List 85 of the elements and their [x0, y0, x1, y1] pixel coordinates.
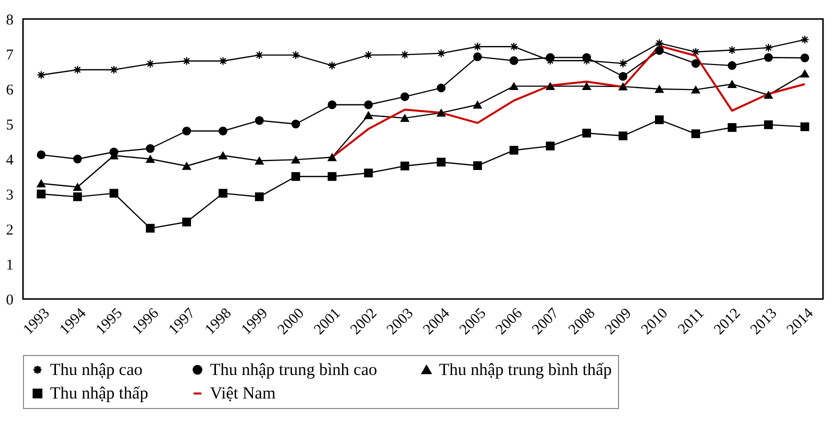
point [182, 162, 192, 170]
y-tick-label: 4 [6, 152, 14, 168]
point [436, 84, 446, 92]
point [218, 188, 228, 198]
point [328, 153, 336, 162]
point [254, 116, 264, 125]
point [728, 61, 736, 70]
point [364, 111, 373, 120]
y-tick-label: 6 [6, 82, 14, 98]
point [110, 148, 118, 156]
point [400, 114, 410, 122]
point [728, 80, 736, 88]
point [400, 162, 410, 170]
point [546, 142, 555, 150]
point [291, 50, 300, 60]
point [618, 132, 628, 140]
point [618, 82, 628, 90]
point [218, 152, 228, 160]
point [800, 70, 810, 78]
legend-label: Việt Nam [210, 384, 276, 402]
point [400, 92, 410, 102]
point [36, 150, 46, 160]
point [364, 100, 373, 110]
y-tick-label: 1 [6, 258, 14, 274]
point [800, 122, 810, 132]
point [146, 224, 155, 233]
x-tick-label: 2011 [675, 306, 708, 338]
point [546, 82, 555, 90]
point [254, 156, 264, 165]
point [764, 43, 773, 52]
point [764, 120, 773, 130]
point [510, 82, 518, 90]
y-tick-label: 8 [6, 12, 14, 28]
y-tick-label: 0 [6, 292, 14, 308]
point [73, 183, 82, 191]
y-tick-label: 2 [6, 222, 14, 238]
point [254, 192, 264, 202]
point [473, 100, 482, 109]
point [654, 85, 664, 93]
point [73, 154, 82, 164]
point [582, 82, 592, 90]
point [291, 172, 300, 181]
point [182, 218, 192, 226]
point [146, 155, 155, 163]
point [110, 188, 118, 198]
point [291, 120, 300, 128]
point [436, 108, 446, 117]
legend-label: Thu nhập trung bình cao [210, 360, 378, 379]
point [691, 59, 700, 68]
legend-label: Thu nhập cao [50, 360, 143, 379]
point [146, 59, 155, 68]
point [146, 144, 155, 153]
point [510, 146, 518, 155]
point [691, 86, 700, 94]
point [36, 180, 46, 188]
point [582, 128, 592, 138]
point [654, 115, 664, 124]
y-tick-label: 7 [6, 48, 14, 64]
point [73, 65, 82, 74]
point [691, 129, 700, 138]
point [328, 100, 336, 110]
point [728, 123, 736, 132]
point [182, 126, 192, 136]
point [400, 50, 410, 60]
point [654, 46, 664, 55]
point [764, 53, 773, 62]
point [328, 172, 336, 181]
point [800, 53, 810, 62]
point [36, 190, 46, 198]
point [218, 126, 228, 136]
point [436, 158, 446, 167]
point [73, 192, 82, 202]
point [510, 56, 518, 66]
point [473, 161, 482, 170]
point [800, 35, 810, 44]
point [618, 72, 628, 81]
point [364, 168, 373, 178]
point [764, 91, 773, 99]
y-tick-label: 5 [6, 118, 14, 134]
point [291, 156, 300, 164]
y-tick-label: 3 [6, 188, 14, 204]
legend-label: Thu nhập trung bình thấp [439, 360, 612, 379]
legend-label: Thu nhập thấp [50, 384, 148, 402]
point [110, 65, 118, 74]
point [473, 52, 482, 62]
